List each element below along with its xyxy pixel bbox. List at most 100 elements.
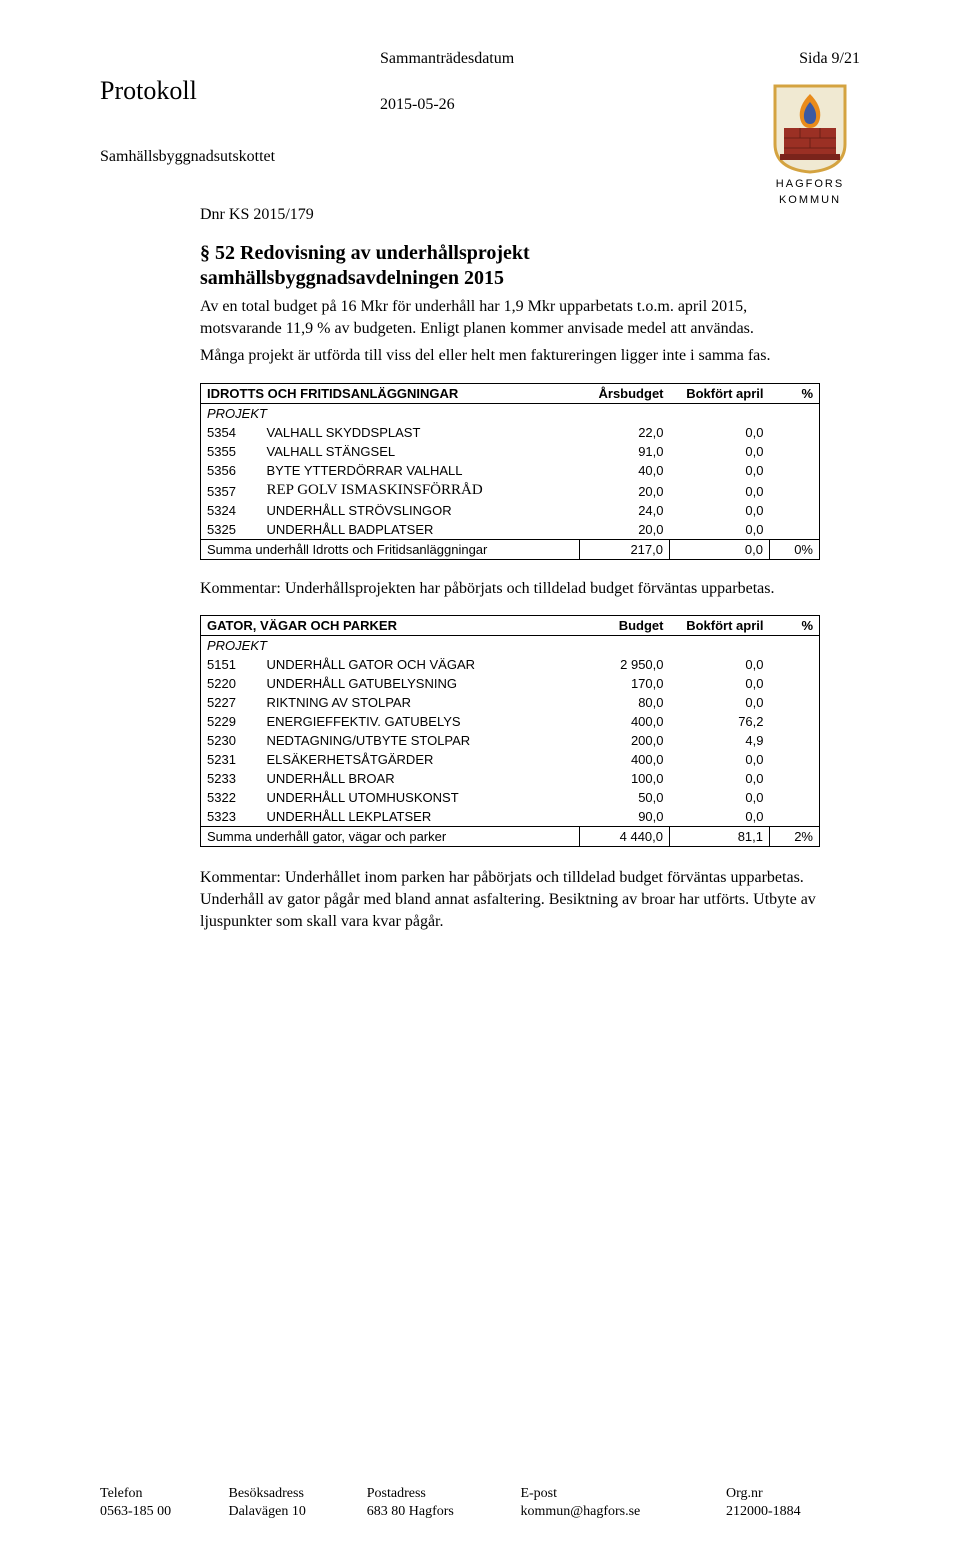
- table-row: 5324UNDERHÅLL STRÖVSLINGOR24,00,0: [201, 501, 820, 520]
- cell-pct: [770, 769, 820, 788]
- cell-name: RIKTNING AV STOLPAR: [261, 693, 580, 712]
- header-right: Sida 9/21: [799, 50, 860, 68]
- cell-budget: 24,0: [580, 501, 670, 520]
- table-row: 5356BYTE YTTERDÖRRAR VALHALL40,00,0: [201, 461, 820, 480]
- cell-name: ENERGIEFFEKTIV. GATUBELYS: [261, 712, 580, 731]
- table-row: 5231ELSÄKERHETSÅTGÄRDER400,00,0: [201, 750, 820, 769]
- cell-budget: 22,0: [580, 423, 670, 442]
- projekt-label: PROJEKT: [201, 403, 820, 423]
- table-row: 5354VALHALL SKYDDSPLAST22,00,0: [201, 423, 820, 442]
- cell-code: 5325: [201, 520, 261, 540]
- cell-pct: [770, 461, 820, 480]
- cell-code: 5227: [201, 693, 261, 712]
- cell-booked: 0,0: [670, 480, 770, 501]
- table-row: 5322UNDERHÅLL UTOMHUSKONST50,00,0: [201, 788, 820, 807]
- cell-code: 5233: [201, 769, 261, 788]
- cell-pct: [770, 788, 820, 807]
- table-row: 5355VALHALL STÄNGSEL91,00,0: [201, 442, 820, 461]
- cell-budget: 50,0: [580, 788, 670, 807]
- cell-pct: [770, 655, 820, 674]
- table-row: 5357REP GOLV ISMASKINSFÖRRÅD20,00,0: [201, 480, 820, 501]
- cell-name: VALHALL STÄNGSEL: [261, 442, 580, 461]
- cell-booked: 0,0: [670, 501, 770, 520]
- col-pct: %: [770, 616, 820, 636]
- col-budget: Årsbudget: [580, 383, 670, 403]
- col-booked: Bokfört april: [670, 383, 770, 403]
- sum-booked: 0,0: [670, 539, 770, 559]
- sum-booked: 81,1: [670, 827, 770, 847]
- sum-label: Summa underhåll gator, vägar och parker: [201, 827, 580, 847]
- table-sum: Summa underhåll gator, vägar och parker …: [201, 827, 820, 847]
- footer-values: 0563-185 00 Dalavägen 10 683 80 Hagfors …: [100, 1503, 860, 1521]
- section-title-2: samhällsbyggnadsavdelningen 2015: [200, 267, 820, 290]
- paragraph-2: Många projekt är utförda till viss del e…: [200, 345, 820, 367]
- cell-booked: 0,0: [670, 807, 770, 827]
- table-row: 5220UNDERHÅLL GATUBELYSNING170,00,0: [201, 674, 820, 693]
- cell-booked: 0,0: [670, 655, 770, 674]
- cell-code: 5323: [201, 807, 261, 827]
- footer-v-post: 683 80 Hagfors: [367, 1503, 521, 1521]
- table-header: IDROTTS OCH FRITIDSANLÄGGNINGAR Årsbudge…: [201, 383, 820, 403]
- table-subheader: PROJEKT: [201, 403, 820, 423]
- cell-name: VALHALL SKYDDSPLAST: [261, 423, 580, 442]
- cell-pct: [770, 674, 820, 693]
- cell-booked: 0,0: [670, 788, 770, 807]
- table-row: 5151UNDERHÅLL GATOR OCH VÄGAR2 950,00,0: [201, 655, 820, 674]
- cell-budget: 100,0: [580, 769, 670, 788]
- section-title-1: § 52 Redovisning av underhållsprojekt: [200, 242, 820, 265]
- cell-pct: [770, 712, 820, 731]
- sum-label: Summa underhåll Idrotts och Fritidsanläg…: [201, 539, 580, 559]
- sum-pct: 2%: [770, 827, 820, 847]
- header-left: Sammanträdesdatum: [380, 50, 514, 68]
- col-booked: Bokfört april: [670, 616, 770, 636]
- cell-booked: 0,0: [670, 674, 770, 693]
- logo-text-bottom: KOMMUN: [760, 194, 860, 206]
- cell-booked: 0,0: [670, 750, 770, 769]
- cell-code: 5151: [201, 655, 261, 674]
- cell-budget: 2 950,0: [580, 655, 670, 674]
- subcommittee: Samhällsbyggnadsutskottet: [100, 148, 860, 166]
- cell-booked: 0,0: [670, 423, 770, 442]
- cell-code: 5229: [201, 712, 261, 731]
- cell-budget: 170,0: [580, 674, 670, 693]
- sum-pct: 0%: [770, 539, 820, 559]
- sum-budget: 4 440,0: [580, 827, 670, 847]
- protokoll-title: Protokoll: [100, 76, 860, 106]
- cell-budget: 80,0: [580, 693, 670, 712]
- footer-v-orgnr: 212000-1884: [726, 1503, 860, 1521]
- cell-budget: 400,0: [580, 712, 670, 731]
- footer-v-epost: kommun@hagfors.se: [520, 1503, 726, 1521]
- cell-code: 5231: [201, 750, 261, 769]
- cell-pct: [770, 442, 820, 461]
- cell-name: UNDERHÅLL BADPLATSER: [261, 520, 580, 540]
- cell-booked: 4,9: [670, 731, 770, 750]
- cell-code: 5355: [201, 442, 261, 461]
- cell-booked: 0,0: [670, 693, 770, 712]
- cell-pct: [770, 807, 820, 827]
- table-subheader: PROJEKT: [201, 636, 820, 656]
- cell-code: 5354: [201, 423, 261, 442]
- cell-code: 5356: [201, 461, 261, 480]
- cell-budget: 400,0: [580, 750, 670, 769]
- footer-h-orgnr: Org.nr: [726, 1485, 860, 1503]
- col-budget: Budget: [580, 616, 670, 636]
- cell-pct: [770, 501, 820, 520]
- cell-code: 5230: [201, 731, 261, 750]
- table-row: 5229ENERGIEFFEKTIV. GATUBELYS400,076,2: [201, 712, 820, 731]
- footer-h-post: Postadress: [367, 1485, 521, 1503]
- footer-v-telefon: 0563-185 00: [100, 1503, 228, 1521]
- table-gator: GATOR, VÄGAR OCH PARKER Budget Bokfört a…: [200, 615, 820, 847]
- cell-name: REP GOLV ISMASKINSFÖRRÅD: [261, 480, 580, 501]
- sum-budget: 217,0: [580, 539, 670, 559]
- table-header-label: GATOR, VÄGAR OCH PARKER: [201, 616, 580, 636]
- cell-name: NEDTAGNING/UTBYTE STOLPAR: [261, 731, 580, 750]
- cell-pct: [770, 731, 820, 750]
- table-sum: Summa underhåll Idrotts och Fritidsanläg…: [201, 539, 820, 559]
- cell-name: UNDERHÅLL UTOMHUSKONST: [261, 788, 580, 807]
- table-idrott: IDROTTS OCH FRITIDSANLÄGGNINGAR Årsbudge…: [200, 383, 820, 560]
- content: Dnr KS 2015/179 § 52 Redovisning av unde…: [200, 206, 820, 932]
- table-row: 5230NEDTAGNING/UTBYTE STOLPAR200,04,9: [201, 731, 820, 750]
- cell-code: 5324: [201, 501, 261, 520]
- cell-budget: 91,0: [580, 442, 670, 461]
- cell-name: UNDERHÅLL STRÖVSLINGOR: [261, 501, 580, 520]
